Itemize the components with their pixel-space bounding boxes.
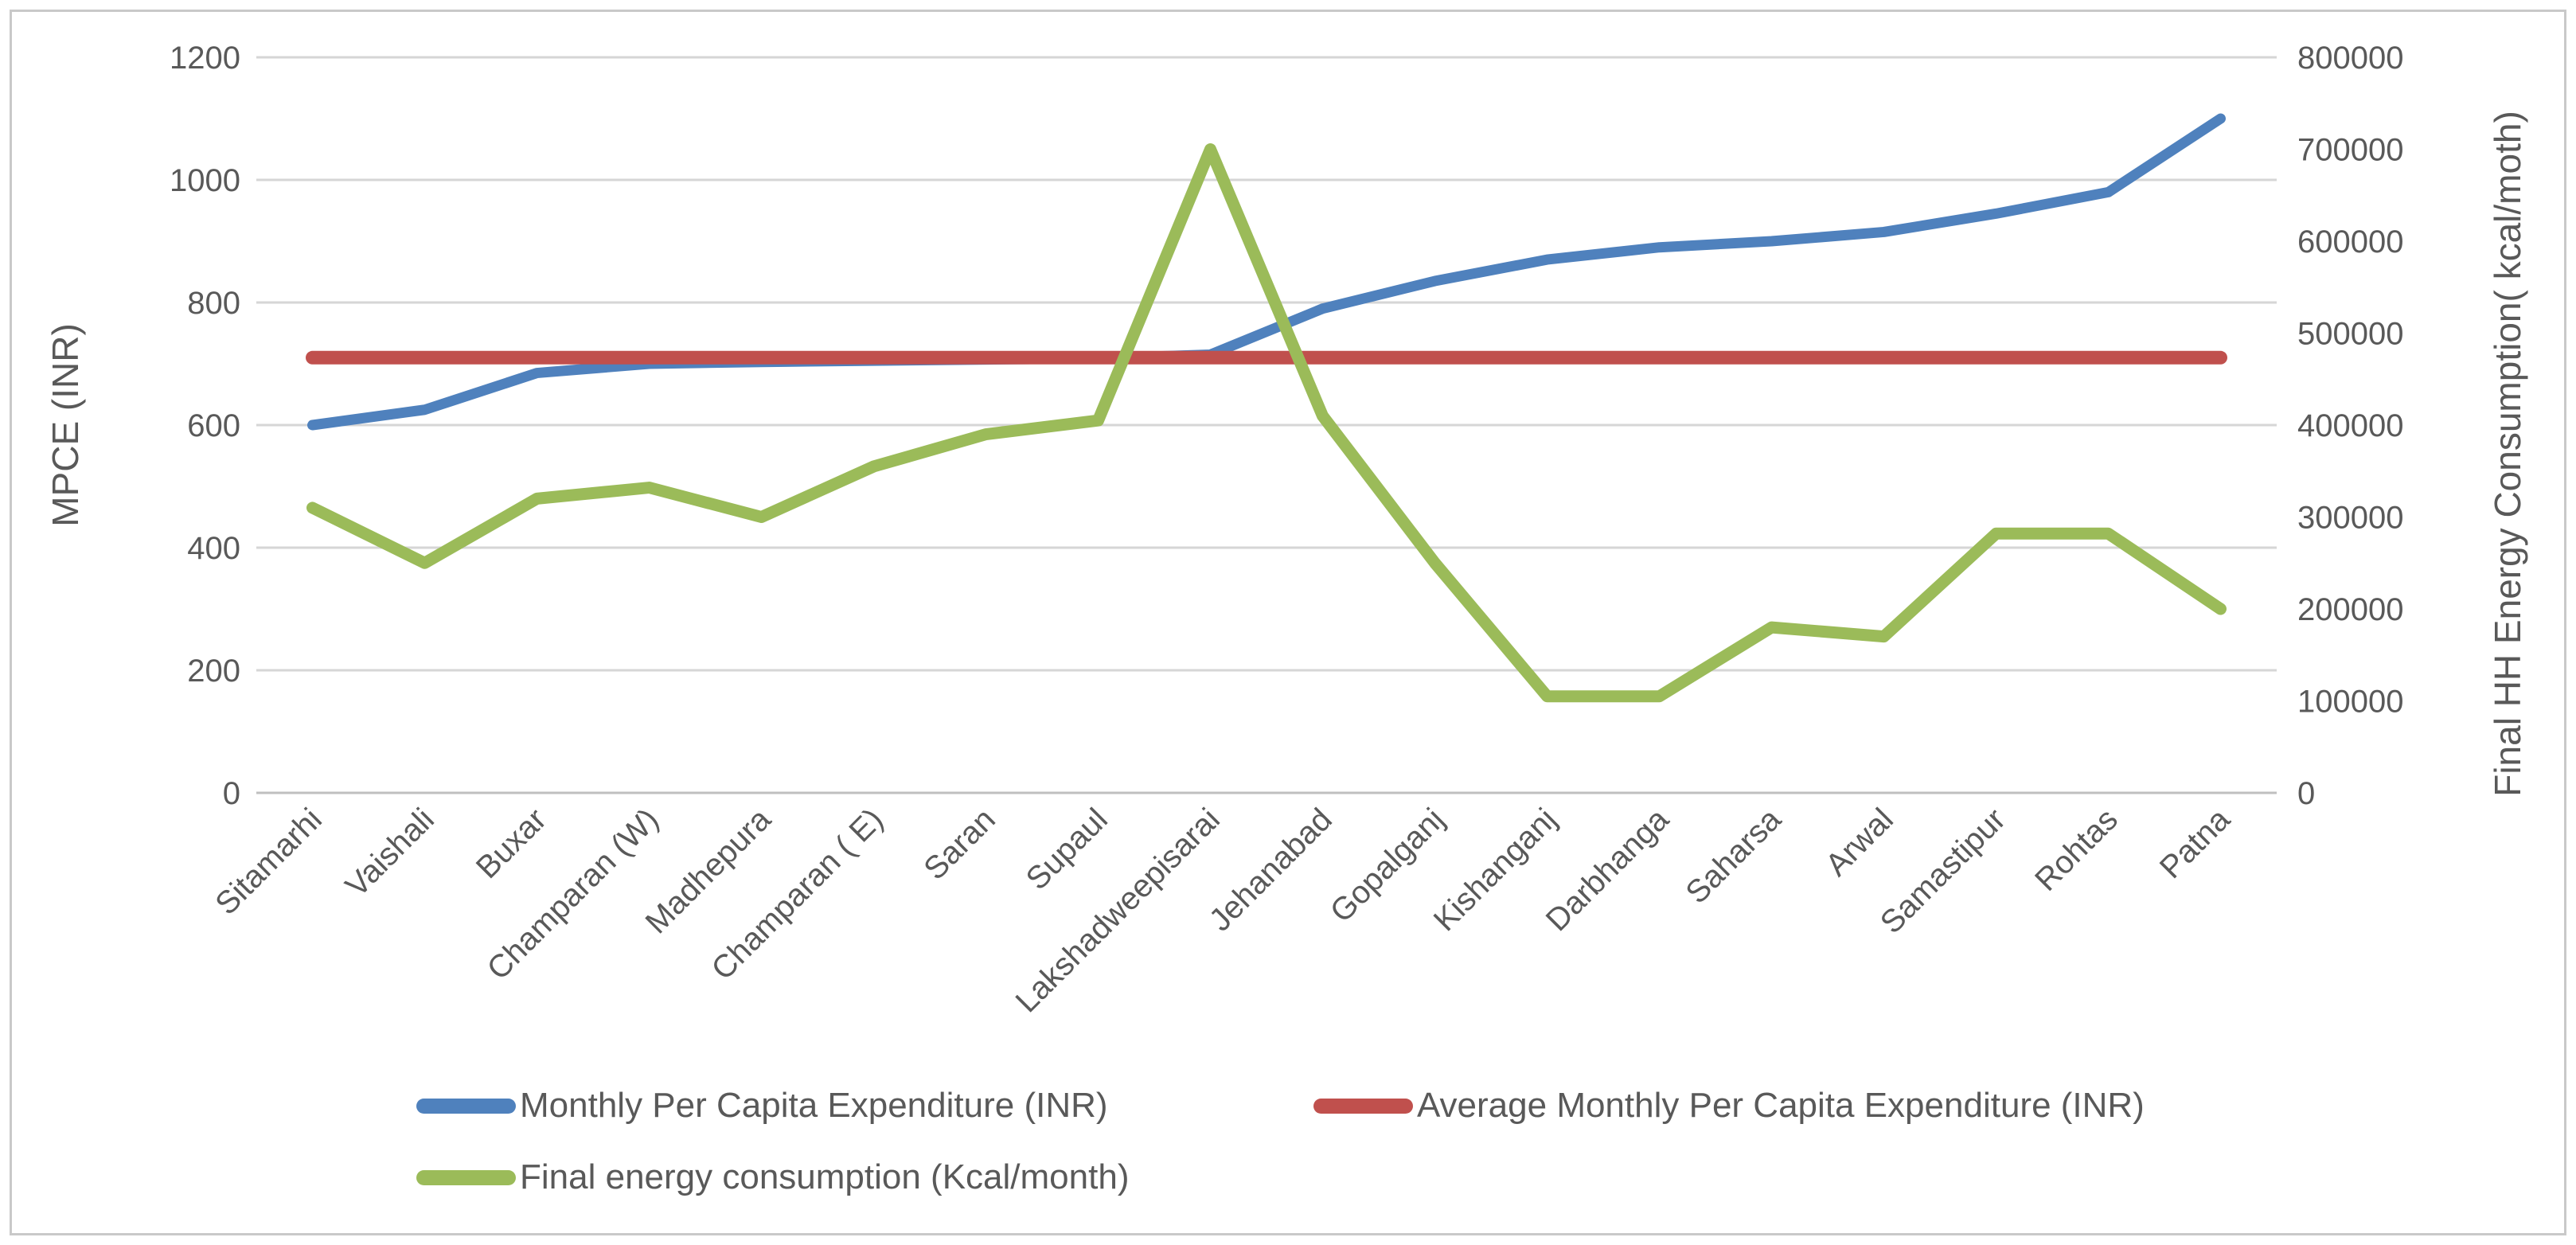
- legend-label: Final energy consumption (Kcal/month): [520, 1157, 1130, 1196]
- y-axis-right-tick-label: 500000: [2297, 317, 2403, 352]
- x-axis-category-label: Arwal: [1819, 802, 1900, 883]
- legend-label: Monthly Per Capita Expenditure (INR): [520, 1086, 1108, 1125]
- legend-item-mpce: Monthly Per Capita Expenditure (INR): [416, 1087, 1108, 1125]
- y-axis-right-tick-label: 300000: [2297, 501, 2403, 536]
- y-axis-right-tick-label: 0: [2297, 776, 2315, 811]
- y-axis-right-tick-label: 800000: [2297, 41, 2403, 76]
- x-axis-category-label: Patna: [2153, 802, 2238, 886]
- x-axis-category-label: Darbhanga: [1540, 802, 1676, 939]
- y-axis-left-tick-label: 400: [187, 531, 240, 566]
- y-axis-left-tick-label: 1000: [170, 163, 240, 198]
- y-axis-right-tick-label: 200000: [2297, 592, 2403, 627]
- y-axis-left-title: MPCE (INR): [45, 323, 86, 527]
- x-axis-category-label: Supaul: [1020, 802, 1114, 896]
- y-axis-left-tick-label: 0: [223, 776, 240, 811]
- series-line-2: [306, 143, 2227, 703]
- legend-swatch-green-line: [416, 1169, 516, 1185]
- legend-item-average-mpce: Average Monthly Per Capita Expenditure (…: [1313, 1087, 2145, 1125]
- y-axis-right-tick-label: 700000: [2297, 133, 2403, 168]
- y-axis-right-title: Final HH Energy Consumption( kcal/moth): [2487, 111, 2528, 797]
- legend-swatch-blue-line: [416, 1098, 516, 1114]
- y-axis-left-tick-label: 600: [187, 408, 240, 443]
- x-axis-category-label: Jehanabad: [1203, 802, 1339, 938]
- y-axis-left-tick-label: 200: [187, 654, 240, 689]
- legend-item-energy: Final energy consumption (Kcal/month): [416, 1158, 1129, 1196]
- y-axis-left-tick-label: 1200: [170, 41, 240, 76]
- x-axis-category-label: Saharsa: [1679, 802, 1788, 911]
- x-axis-category-label: Vaishali: [339, 802, 441, 904]
- x-axis-category-label: Lakshadweepisarai: [1009, 802, 1227, 1019]
- x-axis-category-label: Sitamarhi: [209, 802, 329, 922]
- y-axis-right-tick-label: 400000: [2297, 408, 2403, 443]
- legend-label: Average Monthly Per Capita Expenditure (…: [1417, 1086, 2145, 1125]
- y-axis-left-tick-label: 800: [187, 286, 240, 321]
- x-axis-category-label: Buxar: [470, 802, 553, 885]
- x-axis-category-label: Saran: [917, 802, 1002, 887]
- x-axis-category-label: Rohtas: [2028, 802, 2125, 898]
- y-axis-right-tick-label: 600000: [2297, 224, 2403, 260]
- legend-swatch-red-line: [1313, 1098, 1413, 1114]
- series-line-0: [307, 113, 2226, 431]
- y-axis-right-tick-label: 100000: [2297, 685, 2403, 720]
